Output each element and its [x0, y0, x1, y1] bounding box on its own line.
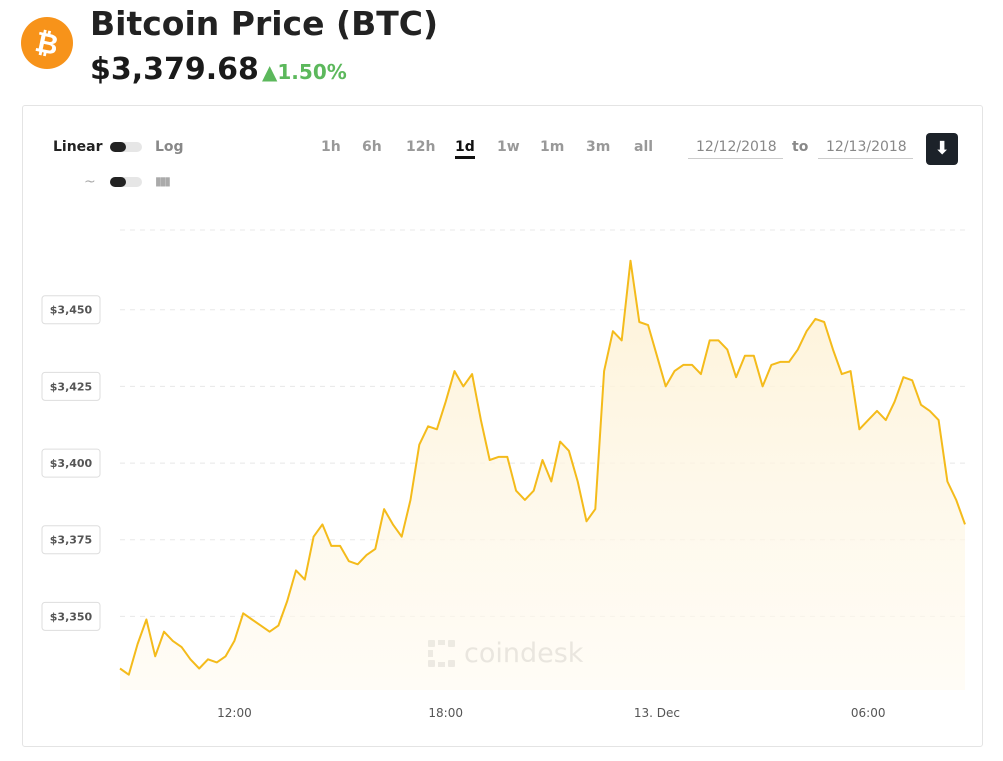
date-from[interactable]: 12/12/2018 [688, 139, 783, 159]
range-button[interactable]: all [634, 139, 654, 155]
y-tick-box [41, 295, 101, 325]
x-tick-label: 13. Dec [634, 706, 680, 720]
range-button[interactable]: 6h [362, 139, 382, 155]
btc-logo: ₿ [21, 17, 73, 69]
change: ▲1.50% [262, 60, 347, 84]
y-tick-label: $3,400 [50, 457, 93, 470]
x-tick-label: 06:00 [851, 706, 886, 720]
y-tick-label: $3,375 [50, 534, 92, 547]
range-button[interactable]: 1h [321, 139, 341, 155]
area [120, 260, 965, 690]
symbol: (BTC) [335, 4, 439, 43]
y-tick-label: $3,350 [50, 610, 93, 623]
y-tick-label: $3,450 [50, 304, 93, 317]
toggle[interactable] [110, 177, 142, 187]
range-button[interactable]: 12h [406, 139, 436, 155]
title-text: Bitcoin Price [90, 4, 325, 43]
line-icon[interactable]: ~ [84, 174, 96, 190]
date-sep: to [792, 139, 809, 155]
y-tick-box [41, 525, 101, 555]
x-tick-label: 12:00 [217, 706, 252, 720]
range-button[interactable]: 1d [455, 139, 475, 159]
download-button[interactable]: ⬇ [926, 133, 958, 165]
date-to[interactable]: 12/13/2018 [818, 139, 913, 159]
toggle[interactable] [110, 142, 142, 152]
y-tick-label: $3,425 [50, 380, 92, 393]
price-line [119, 259, 966, 676]
log-label[interactable]: Log [155, 139, 184, 155]
y-tick-box [41, 448, 101, 478]
x-tick-label: 18:00 [428, 706, 463, 720]
y-tick-box [41, 601, 101, 631]
range-button[interactable]: 1m [540, 139, 565, 155]
candle-icon[interactable]: ▮▮▮ [155, 174, 171, 188]
y-tick-box [41, 371, 101, 401]
price: $3,379.68 [90, 52, 259, 87]
title: Bitcoin Price (BTC) [90, 4, 438, 43]
linear-label[interactable]: Linear [53, 139, 103, 155]
range-button[interactable]: 1w [497, 139, 520, 155]
change-value: 1.50% [277, 60, 347, 84]
range-button[interactable]: 3m [586, 139, 611, 155]
chart-card [22, 105, 983, 747]
